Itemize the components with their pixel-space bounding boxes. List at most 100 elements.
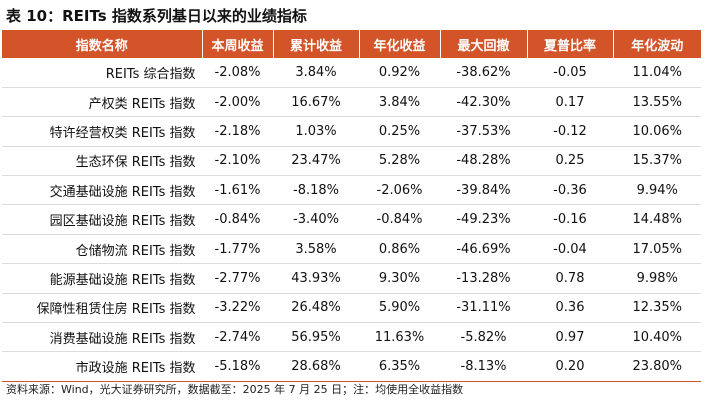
sharpe-ratio-cell: 0.20 [527,351,614,382]
header-row: 指数名称 本周收益 累计收益 年化收益 最大回撤 夏普比率 年化波动 [2,30,701,58]
table-title: 表 10：REITs 指数系列基日以来的业绩指标 [6,7,307,25]
index-name-cell: 保障性租赁住房 REITs 指数 [2,293,203,324]
annualized-return-cell: 11.63% [359,322,441,353]
annualized-volatility-cell: 15.37% [613,146,701,177]
index-name-cell: 能源基础设施 REITs 指数 [2,263,203,294]
index-name-cell: REITs 综合指数 [2,58,203,88]
cumulative-return-cell: 43.93% [273,263,360,294]
header-annualized-return: 年化收益 [359,30,441,58]
annualized-volatility-cell: 10.06% [613,116,701,147]
index-name-cell: 交通基础设施 REITs 指数 [2,175,203,206]
annualized-volatility-cell: 11.04% [613,58,701,88]
sharpe-ratio-cell: -0.04 [527,234,614,265]
annualized-volatility-cell: 12.35% [613,293,701,324]
index-name-cell: 产权类 REITs 指数 [2,87,203,118]
header-max-drawdown: 最大回撤 [440,30,528,58]
sharpe-ratio-cell: 0.25 [527,146,614,177]
sharpe-ratio-cell: -0.12 [527,116,614,147]
table-row: 特许经营权类 REITs 指数 -2.18% 1.03% 0.25% -37.53% -0… [2,116,701,147]
sharpe-ratio-cell: 0.17 [527,87,614,118]
header-annualized-volatility: 年化波动 [631,38,684,54]
cumulative-return-cell: 28.68% [273,351,360,382]
max-drawdown-cell: -8.13% [440,351,528,382]
table-row: 产权类 REITs 指数 -2.00% 16.67% 3.84% -42.30% 0.17… [2,87,701,118]
annualized-return-cell: 5.28% [359,146,441,177]
sharpe-ratio-cell: -0.36 [527,175,614,206]
weekly-return-cell: -2.10% [202,146,274,177]
max-drawdown-cell: -49.23% [440,204,528,235]
annualized-return-cell: 6.35% [359,351,441,382]
performance-table-container: 指数名称 本周收益 累计收益 年化收益 最大回撤 夏普比率 年化波动 REITs… [2,30,701,382]
source-note: 资料来源：Wind，光大证券研究所，数据截至：2025 年 7 月 25 日；注… [6,383,464,396]
index-name-cell: 生态环保 REITs 指数 [2,146,203,177]
weekly-return-cell: -0.84% [202,204,274,235]
annualized-volatility-cell: 9.94% [613,175,701,206]
max-drawdown-cell: -42.30% [440,87,528,118]
sharpe-ratio-cell: 0.97 [527,322,614,353]
weekly-return-cell: -2.08% [202,58,274,88]
cumulative-return-cell: 16.67% [273,87,360,118]
index-name-cell: 消费基础设施 REITs 指数 [2,322,203,353]
cumulative-return-cell: 23.47% [273,146,360,177]
table-row: 生态环保 REITs 指数 -2.10% 23.47% 5.28% -48.28% 0.2… [2,146,701,177]
weekly-return-cell: -2.74% [202,322,274,353]
index-name-cell: 特许经营权类 REITs 指数 [2,116,203,147]
sharpe-ratio-cell: -0.16 [527,204,614,235]
annualized-volatility-cell: 23.80% [613,351,701,382]
annualized-volatility-cell: 10.40% [613,322,701,353]
weekly-return-cell: -5.18% [202,351,274,382]
header-sharpe-ratio: 夏普比率 [527,30,614,58]
annualized-return-cell: -2.06% [359,175,441,206]
annualized-return-cell: 0.25% [359,116,441,147]
cumulative-return-cell: 3.84% [273,58,360,88]
annualized-volatility-cell: 13.55% [613,87,701,118]
annualized-return-cell: 5.90% [359,293,441,324]
sharpe-ratio-cell: 0.78 [527,263,614,294]
table-body: REITs 综合指数 -2.08% 3.84% 0.92% -38.62% -0.05 11… [2,58,701,382]
table-row: 交通基础设施 REITs 指数 -1.61% -8.18% -2.06% -39.84%… [2,175,701,206]
index-name-cell: 园区基础设施 REITs 指数 [2,204,203,235]
table-row: 仓储物流 REITs 指数 -1.77% 3.58% 0.86% -46.69% -0.0… [2,234,701,265]
sharpe-ratio-cell: -0.05 [527,58,614,88]
cumulative-return-cell: -8.18% [273,175,360,206]
header-weekly-return: 本周收益 [202,30,274,58]
annualized-return-cell: 3.84% [359,87,441,118]
annualized-return-cell: 0.92% [359,58,441,88]
max-drawdown-cell: -5.82% [440,322,528,353]
table-row: 能源基础设施 REITs 指数 -2.77% 43.93% 9.30% -13.28% 0… [2,263,701,294]
weekly-return-cell: -2.18% [202,116,274,147]
table-row: 园区基础设施 REITs 指数 -0.84% -3.40% -0.84% -49.23%… [2,204,701,235]
weekly-return-cell: -3.22% [202,293,274,324]
weekly-return-cell: -1.77% [202,234,274,265]
annualized-volatility-cell: 17.05% [613,234,701,265]
weekly-return-cell: -1.61% [202,175,274,206]
header-index-name: 指数名称 [2,30,203,58]
max-drawdown-cell: -31.11% [440,293,528,324]
index-name-cell: 仓储物流 REITs 指数 [2,234,203,265]
max-drawdown-cell: -13.28% [440,263,528,294]
annualized-return-cell: -0.84% [359,204,441,235]
annualized-return-cell: 0.86% [359,234,441,265]
annualized-return-cell: 9.30% [359,263,441,294]
table-row: REITs 综合指数 -2.08% 3.84% 0.92% -38.62% -0.05 11… [2,58,701,88]
weekly-return-cell: -2.00% [202,87,274,118]
weekly-return-cell: -2.77% [202,263,274,294]
index-name-cell: 市政设施 REITs 指数 [2,351,203,382]
performance-table: 指数名称 本周收益 累计收益 年化收益 最大回撤 夏普比率 年化波动 REITs… [2,30,701,382]
max-drawdown-cell: -46.69% [440,234,528,265]
max-drawdown-cell: -48.28% [440,146,528,177]
max-drawdown-cell: -37.53% [440,116,528,147]
cumulative-return-cell: 56.95% [273,322,360,353]
annualized-volatility-cell: 14.48% [613,204,701,235]
table-row: 消费基础设施 REITs 指数 -2.74% 56.95% 11.63% -5.82% 0… [2,322,701,353]
max-drawdown-cell: -38.62% [440,58,528,88]
annualized-volatility-cell: 9.98% [613,263,701,294]
table-header: 指数名称 本周收益 累计收益 年化收益 最大回撤 夏普比率 年化波动 [2,30,701,58]
max-drawdown-cell: -39.84% [440,175,528,206]
table-row: 市政设施 REITs 指数 -5.18% 28.68% 6.35% -8.13% 0.20… [2,351,701,382]
table-row: 保障性租赁住房 REITs 指数 -3.22% 26.48% 5.90% -31.11%… [2,293,701,324]
cumulative-return-cell: 1.03% [273,116,360,147]
header-cumulative-return: 累计收益 [273,30,360,58]
sharpe-ratio-cell: 0.36 [527,293,614,324]
cumulative-return-cell: 26.48% [273,293,360,324]
